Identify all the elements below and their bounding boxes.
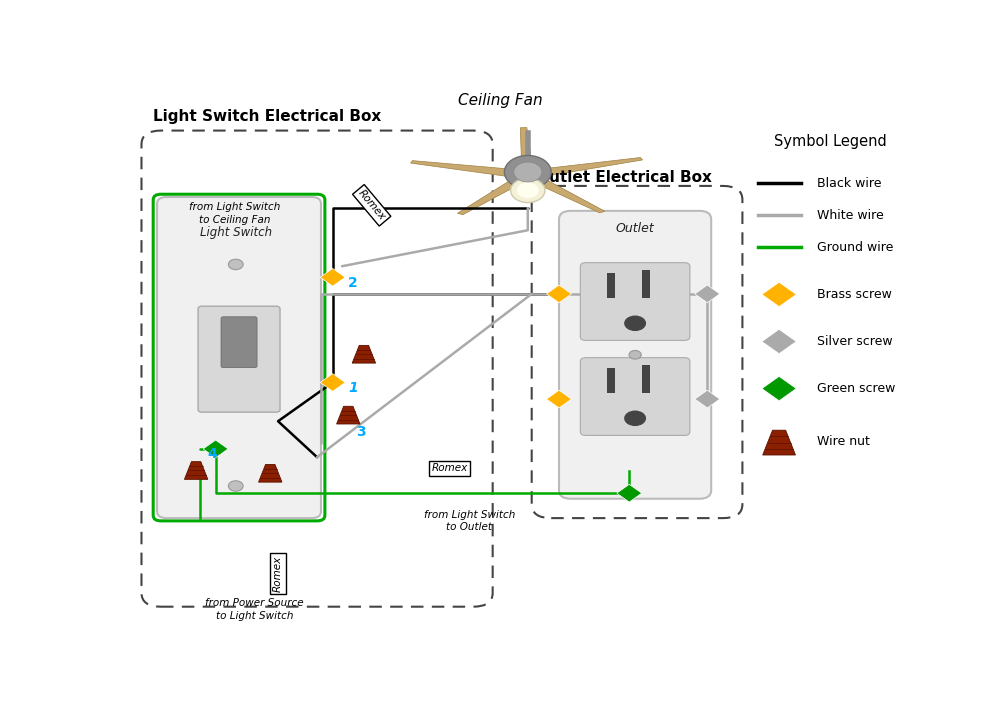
Circle shape [624,316,646,331]
Text: from Light Switch
to Outlet: from Light Switch to Outlet [424,510,515,532]
FancyBboxPatch shape [580,357,690,436]
Polygon shape [259,464,282,482]
Text: White wire: White wire [817,209,883,221]
Polygon shape [203,440,229,458]
Polygon shape [695,390,720,408]
FancyBboxPatch shape [580,262,690,340]
Text: Ceiling Fan: Ceiling Fan [458,93,543,108]
Text: from Power Source
to Light Switch: from Power Source to Light Switch [205,598,304,620]
Polygon shape [762,329,797,354]
Bar [642,365,650,393]
Polygon shape [542,157,642,176]
Bar [607,368,614,393]
Polygon shape [547,390,572,408]
Text: Romex: Romex [273,555,283,592]
Text: Romex: Romex [356,188,387,222]
Circle shape [229,260,243,270]
Polygon shape [695,285,720,303]
Polygon shape [352,345,376,363]
Bar [607,273,614,298]
Circle shape [624,411,646,426]
Text: Brass screw: Brass screw [817,288,891,301]
Polygon shape [457,178,523,215]
Circle shape [517,183,539,198]
Polygon shape [534,178,605,213]
Polygon shape [411,160,513,177]
Bar [642,270,650,298]
Polygon shape [320,374,345,391]
Polygon shape [521,128,533,168]
Polygon shape [616,485,641,502]
FancyBboxPatch shape [198,306,280,412]
Circle shape [505,155,551,188]
Circle shape [514,162,542,182]
Text: from Light Switch
to Ceiling Fan: from Light Switch to Ceiling Fan [189,203,281,225]
Text: Light Switch Electrical Box: Light Switch Electrical Box [153,109,382,124]
Polygon shape [762,283,797,306]
Polygon shape [547,285,572,303]
Circle shape [511,178,545,203]
Polygon shape [320,268,345,286]
Text: 3: 3 [356,426,366,439]
Text: Outlet: Outlet [615,221,655,234]
Polygon shape [762,430,796,455]
Circle shape [229,481,243,491]
Text: Outlet Electrical Box: Outlet Electrical Box [536,170,712,185]
Text: Green screw: Green screw [817,382,895,395]
FancyBboxPatch shape [559,211,711,499]
Text: Wire nut: Wire nut [817,435,869,448]
Text: Black wire: Black wire [817,177,881,190]
Circle shape [629,350,641,359]
Text: Romex: Romex [432,463,468,473]
Text: Ground wire: Ground wire [817,241,893,254]
FancyBboxPatch shape [221,317,257,367]
Text: Light Switch: Light Switch [199,226,272,239]
Text: 4: 4 [207,447,218,462]
Text: 1: 1 [348,381,357,395]
Text: Symbol Legend: Symbol Legend [773,134,886,149]
Polygon shape [762,376,797,400]
FancyBboxPatch shape [157,197,321,518]
Text: 2: 2 [348,276,358,290]
Text: Silver screw: Silver screw [817,335,892,348]
Polygon shape [184,462,207,480]
Polygon shape [336,406,361,424]
